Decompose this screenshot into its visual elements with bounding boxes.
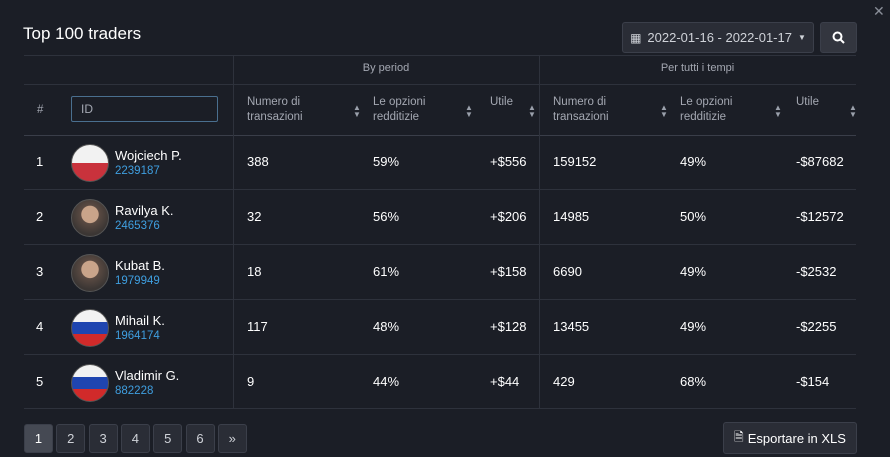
group-separator [233,55,234,408]
cell: 117 [247,319,268,334]
title: Top 100 traders [23,24,142,43]
group-separator [539,55,540,408]
rank: 3 [36,264,44,279]
column-header: Numero di transazioni [247,96,303,123]
trader-id[interactable]: 1964174 [115,330,160,342]
cell: 49% [680,264,707,279]
cell: 49% [680,154,707,169]
cell: 68% [680,374,707,389]
sort-icon[interactable]: ▲ ▼ [528,103,536,119]
row-divider [24,244,856,245]
divider [24,135,856,136]
trader-name: Vladimir G. [115,368,180,383]
sort-icon[interactable]: ▲ ▼ [465,103,473,119]
cell: 9 [247,374,255,389]
close-button[interactable]: ✕ [873,3,885,19]
cell: 61% [373,264,400,279]
column-header: Utile [796,96,820,108]
page-button[interactable]: 4 [120,424,150,453]
rank: 2 [36,209,44,224]
cell: +$556 [490,154,527,169]
sort-icon[interactable]: ▲ ▼ [849,103,857,119]
id-placeholder: ID [81,102,93,116]
page-button[interactable]: 1 [24,424,53,453]
trader-name: Ravilya K. [115,203,174,218]
trader-name: Wojciech P. [115,148,182,163]
cell: 49% [680,319,707,334]
date-range: 2022-01-16 - 2022-01-17 [647,30,792,45]
row-divider [24,408,856,409]
trader-name: Kubat B. [115,258,165,273]
page-button[interactable]: 3 [88,424,118,453]
row-divider [24,299,856,300]
column-header: Utile [490,96,514,108]
cell: -$2532 [796,264,837,279]
export-button[interactable]: 🗎 Esportare in XLS [723,422,857,454]
cell: -$154 [796,374,830,389]
column-header: Le opzioni redditizie [680,96,733,123]
cell: 56% [373,209,400,224]
sort-icon[interactable]: ▲ ▼ [353,103,361,119]
calendar-icon: ▦ [630,30,642,45]
search-icon [832,31,845,44]
search-button[interactable] [820,22,857,53]
cell: +$206 [490,209,527,224]
trader-id[interactable]: 882228 [115,385,154,397]
cell: 159152 [553,154,597,169]
avatar [71,309,109,347]
date-picker[interactable]: ▦ 2022-01-16 - 2022-01-17 ▼ [622,22,814,53]
rank: 5 [36,374,44,389]
rank: 4 [36,319,44,334]
cell: 388 [247,154,269,169]
avatar [71,364,109,402]
file-icon: 🗎 [734,429,744,444]
trader-id[interactable]: 2465376 [115,220,160,232]
divider [24,84,856,85]
rank: 1 [36,154,44,169]
cell: 50% [680,209,707,224]
cell: 44% [373,374,400,389]
cell: +$44 [490,374,520,389]
trader-id[interactable]: 2239187 [115,165,160,177]
sort-icon[interactable]: ▲ ▼ [660,103,668,119]
cell: 18 [247,264,262,279]
cell: 48% [373,319,400,334]
cell: 6690 [553,264,582,279]
page-button[interactable]: 6 [185,424,215,453]
cell: +$128 [490,319,527,334]
id-filter[interactable]: ID [71,96,218,122]
row-divider [24,354,856,355]
column-header: Le opzioni redditizie [373,96,426,123]
cell: 13455 [553,319,590,334]
cell: -$12572 [796,209,844,224]
trader-id[interactable]: 1979949 [115,275,160,287]
cell: 429 [553,374,575,389]
cell: +$158 [490,264,527,279]
avatar [71,144,109,182]
page-button[interactable]: » [217,424,247,453]
avatar [71,254,109,292]
cell: 14985 [553,209,590,224]
group-header: By period [362,62,410,74]
cell: 59% [373,154,400,169]
cell: -$2255 [796,319,837,334]
caret: ▼ [797,33,806,42]
cell: -$87682 [796,154,844,169]
trader-name: Mihail K. [115,313,165,328]
divider [24,55,856,56]
page-button[interactable]: 2 [56,424,86,453]
export-label: Esportare in XLS [747,430,846,446]
sort-icon[interactable]: ▲ ▼ [774,103,782,119]
page-button[interactable]: 5 [153,424,183,453]
column-header: Numero di transazioni [553,96,609,123]
cell: 32 [247,209,262,224]
group-header: Per tutti i tempi [660,62,735,74]
row-divider [24,189,856,190]
avatar [71,199,109,237]
column-header: # [37,104,44,116]
